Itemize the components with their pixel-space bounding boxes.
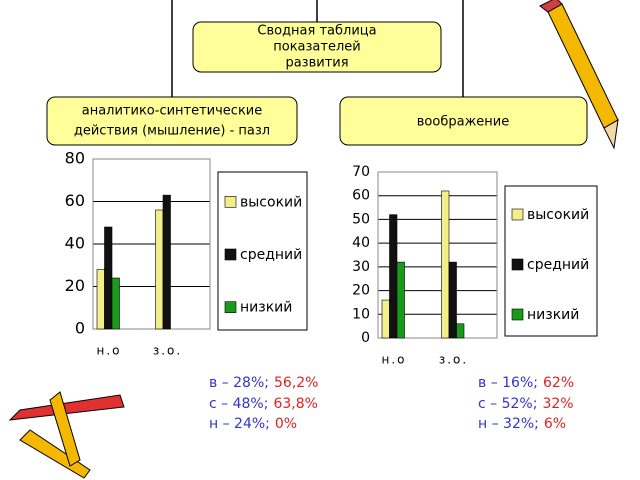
- note-line: в – 16%; 62%: [478, 375, 574, 391]
- y-tick-label: 30: [352, 259, 370, 275]
- bar: [389, 214, 398, 339]
- left-box: [46, 96, 298, 146]
- bar: [96, 269, 105, 330]
- x-tick-label: з.о.: [439, 353, 468, 367]
- root-box: [192, 21, 442, 73]
- legend-swatch: [511, 208, 524, 221]
- right-box: [339, 96, 588, 146]
- bar: [396, 261, 405, 339]
- y-tick-label: 20: [65, 276, 85, 295]
- bar: [162, 194, 171, 330]
- x-tick-label: н.о: [381, 353, 406, 367]
- y-tick-label: 40: [352, 235, 370, 251]
- y-tick-label: 80: [65, 149, 85, 168]
- note-part: 0%: [275, 416, 297, 432]
- note-line: с – 52%; 32%: [478, 396, 574, 412]
- legend-swatch: [224, 248, 237, 261]
- y-tick-label: 0: [75, 319, 85, 338]
- legend-label: высокий: [527, 207, 589, 223]
- note-part: с – 52%;: [478, 396, 537, 412]
- x-tick-label: з.о.: [153, 344, 182, 358]
- bar: [104, 226, 113, 330]
- note-line: с – 48%; 63,8%: [209, 396, 318, 412]
- pencil-right: [539, 0, 619, 150]
- note-part: 62%: [543, 375, 574, 391]
- bar: [448, 261, 457, 339]
- y-tick-label: 0: [361, 330, 370, 346]
- note-part: н – 32%;: [478, 416, 539, 432]
- connectors: [171, 0, 464, 97]
- bar: [441, 190, 450, 339]
- y-tick-label: 60: [352, 188, 370, 204]
- y-tick-label: 20: [352, 283, 370, 299]
- root-text: развития: [285, 56, 348, 71]
- root-text: показателей: [273, 40, 360, 55]
- legend-label: средний: [240, 247, 302, 263]
- legend-label: высокий: [240, 194, 302, 210]
- y-tick-label: 60: [65, 191, 85, 210]
- bar: [111, 277, 120, 330]
- right-text: воображение: [417, 115, 509, 130]
- note-line: в – 28%; 56,2%: [209, 375, 318, 391]
- plot-frame: [377, 171, 498, 339]
- bar: [456, 323, 465, 339]
- x-tick-label: н.о: [96, 344, 121, 358]
- legend-swatch: [511, 258, 524, 271]
- legend-label: низкий: [240, 300, 292, 316]
- note-part: н – 24%;: [209, 416, 270, 432]
- bar: [155, 209, 164, 330]
- note-part: в – 28%;: [209, 375, 269, 391]
- note-line: н – 24%; 0%: [209, 416, 297, 432]
- pencil-left: [8, 391, 125, 479]
- note-part: в – 16%;: [478, 375, 538, 391]
- legend-label: средний: [527, 257, 589, 273]
- y-tick-label: 50: [352, 211, 370, 227]
- left-text: аналитико-синтетические: [82, 104, 263, 119]
- plot-frame: [92, 158, 211, 330]
- legend-swatch: [511, 308, 524, 321]
- y-tick-label: 40: [65, 234, 85, 253]
- left-text: действия (мышление) - пазл: [74, 124, 270, 139]
- legend-label: низкий: [527, 307, 579, 323]
- y-tick-label: 70: [352, 164, 370, 180]
- note-part: с – 48%;: [209, 396, 268, 412]
- root-text: Сводная таблица: [257, 24, 376, 39]
- note-part: 63,8%: [273, 396, 317, 412]
- bar: [381, 299, 390, 339]
- y-tick-label: 10: [352, 306, 370, 322]
- note-line: н – 32%; 6%: [478, 416, 566, 432]
- note-part: 6%: [544, 416, 566, 432]
- legend-swatch: [224, 196, 237, 208]
- note-part: 56,2%: [274, 375, 318, 391]
- note-part: 32%: [542, 396, 573, 412]
- legend-swatch: [224, 301, 237, 313]
